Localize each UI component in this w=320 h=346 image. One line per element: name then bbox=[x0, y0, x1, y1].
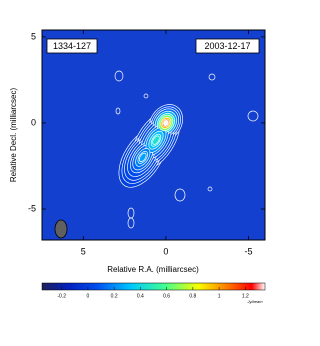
contour bbox=[158, 114, 174, 132]
y-tick-label: 0 bbox=[31, 117, 36, 127]
colorbar-tick-label: 0.8 bbox=[189, 293, 196, 299]
contour bbox=[208, 73, 216, 81]
component-peak bbox=[152, 135, 160, 145]
colorbar-tick-label: 1.2 bbox=[242, 293, 249, 299]
contour bbox=[160, 117, 172, 129]
plot-frame bbox=[41, 29, 266, 241]
contour bbox=[247, 110, 259, 122]
contour bbox=[174, 188, 186, 202]
colorbar-unit: Jy/beam bbox=[246, 299, 263, 304]
y-tick-label: 5 bbox=[31, 31, 36, 41]
contour bbox=[135, 148, 151, 167]
contour bbox=[207, 186, 213, 192]
y-axis-label: Relative Decl. (milliarcsec) bbox=[9, 88, 18, 183]
beam bbox=[54, 219, 68, 239]
y-tick-label: -5 bbox=[28, 203, 36, 213]
contour bbox=[114, 70, 124, 82]
colorbar bbox=[41, 282, 266, 291]
x-tick-label: 5 bbox=[81, 246, 86, 256]
colorbar-tick-label: 0.2 bbox=[111, 293, 118, 299]
date-box bbox=[195, 38, 260, 54]
epoch-date: 2003-12-17 bbox=[204, 41, 250, 51]
contour bbox=[150, 133, 162, 147]
colorbar-tick-label: -0.2 bbox=[57, 293, 66, 299]
contour bbox=[137, 150, 148, 164]
x-tick-label: -5 bbox=[244, 246, 252, 256]
chart: 1334-127 2003-12-17 Relative R.A. (milli… bbox=[9, 29, 266, 304]
map bbox=[54, 70, 259, 239]
contour bbox=[127, 207, 135, 219]
x-axis-label: Relative R.A. (milliarcsec) bbox=[107, 265, 199, 274]
source-name: 1334-127 bbox=[53, 41, 91, 51]
source-box bbox=[46, 38, 98, 54]
colorbar-tick-label: 0 bbox=[87, 293, 90, 299]
contour bbox=[162, 118, 170, 128]
colorbar-tick-label: 0.6 bbox=[163, 293, 170, 299]
contour bbox=[143, 93, 149, 99]
contour bbox=[148, 130, 164, 150]
x-tick-label: 0 bbox=[163, 246, 168, 256]
colorbar-tick-label: 0.4 bbox=[137, 293, 144, 299]
component-peak bbox=[163, 119, 169, 126]
contour bbox=[115, 107, 121, 115]
component-peak bbox=[139, 152, 147, 162]
colorbar-tick-label: 1 bbox=[218, 293, 221, 299]
